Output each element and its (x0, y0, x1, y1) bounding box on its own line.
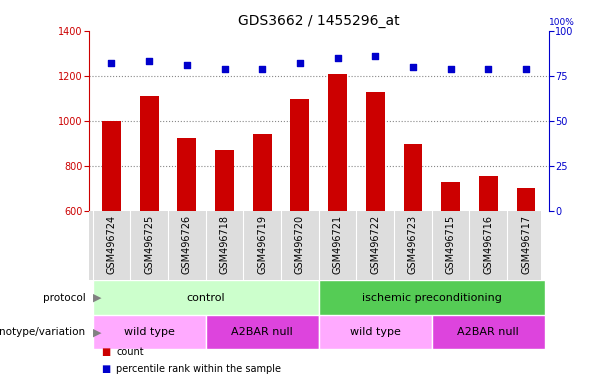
Point (370, 53, 380, 59)
Bar (328, 74, 347, 211)
Bar (432, 315, 545, 349)
Text: genotype/variation: genotype/variation (0, 327, 86, 337)
Text: protocol: protocol (43, 293, 86, 303)
Bar (206, 315, 319, 349)
Point (446, 66, 455, 72)
Point (295, 60, 305, 66)
Bar (319, 280, 545, 315)
Text: GSM496724: GSM496724 (107, 215, 116, 274)
Title: GDS3662 / 1455296_at: GDS3662 / 1455296_at (238, 14, 400, 28)
Bar (403, 144, 422, 211)
Text: A2BAR null: A2BAR null (231, 327, 293, 337)
Text: 100%: 100% (549, 18, 574, 27)
Text: GSM496717: GSM496717 (521, 215, 531, 274)
Point (144, 58, 154, 65)
Text: ■: ■ (101, 364, 110, 374)
Text: GSM496715: GSM496715 (446, 215, 455, 274)
Bar (102, 121, 121, 211)
Bar (177, 138, 196, 211)
Text: ▶: ▶ (86, 293, 101, 303)
Text: GSM496726: GSM496726 (182, 215, 192, 274)
Bar (366, 92, 385, 211)
Text: GSM496725: GSM496725 (144, 215, 154, 274)
Bar (291, 99, 310, 211)
Text: A2BAR null: A2BAR null (457, 327, 519, 337)
Text: GSM496721: GSM496721 (333, 215, 343, 274)
Text: GSM496716: GSM496716 (483, 215, 493, 274)
Point (484, 66, 493, 72)
Text: GSM496719: GSM496719 (257, 215, 267, 274)
Point (333, 55, 343, 61)
Bar (93, 280, 319, 315)
Text: count: count (116, 347, 144, 357)
Point (219, 66, 229, 72)
Text: GSM496720: GSM496720 (295, 215, 305, 274)
Bar (140, 96, 159, 211)
Bar (517, 187, 535, 211)
Bar (253, 134, 272, 211)
Bar (93, 315, 206, 349)
Bar (479, 176, 498, 211)
Text: wild type: wild type (350, 327, 401, 337)
Point (182, 62, 192, 68)
Text: control: control (186, 293, 225, 303)
Text: ischemic preconditioning: ischemic preconditioning (362, 293, 502, 303)
Point (107, 60, 116, 66)
Bar (215, 150, 234, 211)
Text: GSM496722: GSM496722 (370, 215, 380, 274)
Text: percentile rank within the sample: percentile rank within the sample (116, 364, 281, 374)
Text: wild type: wild type (124, 327, 175, 337)
Bar (441, 182, 460, 211)
Point (408, 64, 418, 70)
Text: ■: ■ (101, 347, 110, 357)
Text: GSM496718: GSM496718 (219, 215, 229, 274)
Point (257, 66, 267, 72)
Point (521, 66, 531, 72)
Text: ▶: ▶ (86, 327, 101, 337)
Bar (319, 315, 432, 349)
Text: GSM496723: GSM496723 (408, 215, 418, 274)
